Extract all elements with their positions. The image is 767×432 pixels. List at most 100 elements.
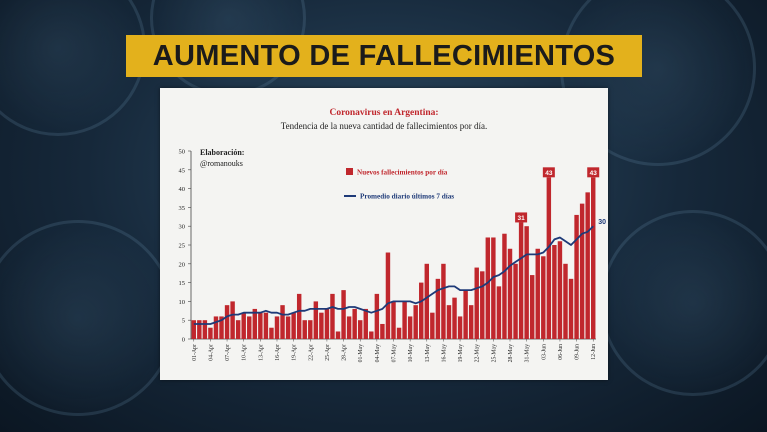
- y-tick-label: 25: [179, 243, 186, 250]
- bar: [380, 323, 385, 339]
- bar: [385, 252, 391, 339]
- bar: [202, 320, 208, 339]
- bar: [430, 312, 435, 339]
- bar: [491, 237, 496, 339]
- bar: [474, 267, 479, 339]
- y-tick-label: 50: [179, 149, 186, 156]
- bar: [252, 308, 258, 339]
- y-tick-label: 45: [179, 167, 186, 174]
- virus-graphic: [0, 220, 176, 416]
- x-tick-label: 01-Apr: [192, 344, 198, 361]
- bar: [485, 237, 491, 339]
- credit-block: Elaboración: @romanouks: [200, 147, 244, 169]
- x-tick-label: 28-May: [508, 344, 514, 362]
- data-label-box: [587, 167, 600, 178]
- data-label: 31: [517, 215, 525, 222]
- x-tick-label: 01-May: [358, 344, 364, 362]
- virus-graphic: [0, 0, 146, 136]
- bar: [341, 290, 346, 339]
- bar: [407, 316, 413, 339]
- legend-label-bar: Nuevos fallecimientos por día: [357, 169, 448, 177]
- bar: [524, 226, 529, 339]
- x-tick-label: 22-Apr: [308, 344, 314, 361]
- bar: [363, 308, 368, 339]
- bar: [518, 222, 524, 339]
- x-tick-label: 25-Apr: [325, 344, 331, 361]
- bar: [468, 305, 474, 339]
- bar: [585, 192, 590, 339]
- bar: [235, 320, 241, 339]
- bar: [557, 241, 563, 339]
- y-tick-label: 0: [182, 337, 185, 344]
- headline-text: AUMENTO DE FALLECIMIENTOS: [152, 39, 616, 72]
- bar: [435, 278, 441, 339]
- bar: [535, 248, 540, 339]
- chart-title: Coronavirus en Argentina:: [329, 108, 439, 118]
- x-tick-label: 06-Jun: [558, 344, 564, 360]
- bar: [546, 177, 552, 339]
- bar: [296, 293, 302, 339]
- x-tick-label: 10-May: [408, 344, 414, 362]
- bar: [319, 312, 324, 339]
- x-tick-label: 04-May: [375, 344, 381, 362]
- bar: [502, 233, 507, 339]
- x-tick-label: 03-Jun: [541, 344, 547, 360]
- chart-subtitle: Tendencia de la nueva cantidad de fallec…: [280, 121, 488, 131]
- moving-average-line: [193, 225, 594, 325]
- x-tick-label: 10-Apr: [242, 344, 248, 361]
- bar: [568, 278, 574, 339]
- credit-handle: @romanouks: [200, 159, 243, 168]
- bar: [346, 316, 352, 339]
- bar: [374, 293, 380, 339]
- bar: [396, 327, 402, 339]
- bar: [274, 316, 280, 339]
- x-tick-label: 16-Apr: [275, 344, 281, 361]
- bar: [219, 316, 224, 339]
- bar: [258, 312, 263, 339]
- bar: [208, 327, 213, 339]
- bar: [419, 282, 424, 339]
- legend-swatch-bar: [346, 168, 353, 175]
- bar: [452, 297, 457, 339]
- bar: [391, 301, 396, 339]
- bar: [463, 290, 468, 339]
- y-tick-label: 5: [182, 318, 185, 325]
- bar: [574, 214, 579, 339]
- data-label: 43: [590, 170, 598, 177]
- data-label-box: [542, 167, 555, 178]
- x-tick-label: 07-May: [392, 344, 398, 362]
- bar: [291, 312, 296, 339]
- bar: [441, 263, 446, 339]
- bar: [230, 301, 235, 339]
- bar: [424, 263, 430, 339]
- bar: [191, 320, 196, 339]
- bar: [591, 177, 596, 339]
- bar: [213, 316, 219, 339]
- data-label: 43: [545, 170, 553, 177]
- bar: [413, 305, 418, 339]
- bar: [457, 316, 463, 339]
- x-tick-label: 13-May: [425, 344, 431, 362]
- y-tick-label: 15: [179, 280, 186, 287]
- x-tick-label: 09-Jun: [575, 344, 581, 360]
- x-tick-label: 19-Apr: [292, 344, 298, 361]
- bar: [369, 331, 374, 339]
- x-tick-label: 28-Apr: [342, 344, 348, 361]
- headline-banner: AUMENTO DE FALLECIMIENTOS: [126, 35, 642, 77]
- x-tick-label: 13-Apr: [258, 344, 264, 361]
- chart-panel: Coronavirus en Argentina: Tendencia de l…: [160, 88, 608, 380]
- bar: [302, 320, 307, 339]
- bar: [197, 320, 202, 339]
- x-tick-label: 12-Jun: [591, 344, 597, 360]
- bar: [480, 271, 485, 339]
- bar: [285, 316, 291, 339]
- line-value-label: 30: [598, 219, 606, 226]
- x-tick-label: 19-May: [458, 344, 464, 362]
- chart-svg: 0 5 10 15 20 25 30 35 40 45 50 01-Apr 04-Apr 07-Apr 10…: [179, 149, 609, 363]
- bar: [263, 312, 269, 339]
- bar: [357, 320, 363, 339]
- bar: [335, 331, 341, 339]
- x-tick-label: 04-Apr: [208, 344, 214, 361]
- bar: [579, 203, 585, 339]
- data-label-box: [515, 212, 528, 223]
